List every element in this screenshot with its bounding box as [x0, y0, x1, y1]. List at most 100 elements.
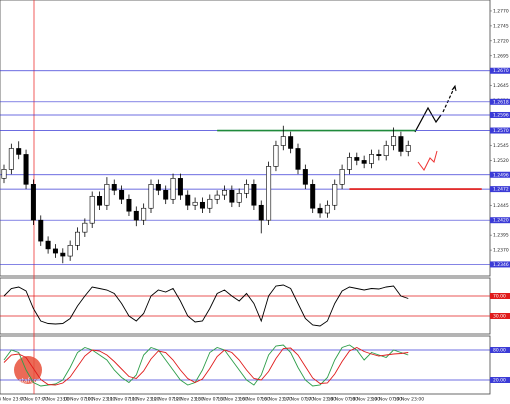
- level-label: 1.2420: [493, 218, 509, 224]
- candle-body: [199, 201, 205, 209]
- oscillator-frame: [0, 277, 491, 335]
- candle-body: [222, 190, 228, 196]
- panel-level-box: [490, 377, 510, 383]
- x-tick-label: 12 Nov 23:00: [173, 397, 203, 403]
- candle-body: [236, 192, 242, 203]
- candle-body: [23, 154, 29, 185]
- candle-body: [266, 166, 272, 221]
- candle-body: [104, 184, 110, 206]
- x-tick-label: 6 Nov 23:00: [0, 397, 26, 403]
- y-tick-label: 1.2745: [493, 23, 509, 29]
- candle-body: [133, 210, 139, 221]
- x-tick-label: 12 Nov 07:00: [151, 397, 181, 403]
- panel-level-label: 20.00: [493, 378, 506, 384]
- candle-body: [332, 184, 338, 206]
- indicator-line: [3, 346, 409, 386]
- price-frame: [0, 0, 491, 277]
- forecast-arrowhead: [451, 84, 457, 92]
- candle-body: [391, 136, 397, 146]
- panel-level-box: [490, 347, 510, 353]
- panel-level-box: [490, 293, 510, 299]
- level-label: 1.2670: [493, 68, 509, 74]
- candle-body: [192, 201, 198, 206]
- level-label-box: [490, 98, 510, 105]
- level-label-box: [490, 67, 510, 74]
- level-label: 1.2570: [493, 128, 509, 134]
- candle-body: [273, 145, 279, 167]
- candle-body: [16, 148, 22, 155]
- logo-badge: [14, 356, 42, 384]
- level-label-box: [490, 217, 510, 224]
- candle-body: [111, 184, 117, 191]
- candle-body: [38, 219, 44, 242]
- x-tick-label: 11 Nov 07:00: [107, 397, 137, 403]
- candle-body: [354, 157, 360, 161]
- x-tick-label: 19 Nov 23:00: [394, 397, 424, 403]
- candle-body: [368, 154, 374, 164]
- alt-forecast-path: [417, 150, 438, 171]
- level-label: 1.2618: [493, 99, 509, 105]
- x-tick-label: 13 Nov 23:00: [217, 397, 247, 403]
- candle-body: [177, 178, 183, 196]
- level-label-box: [490, 127, 510, 134]
- y-tick-label: 1.2445: [493, 203, 509, 209]
- x-tick-label: 16 Nov 23:00: [261, 397, 291, 403]
- candle-body: [126, 198, 132, 212]
- candle-body: [280, 136, 286, 146]
- y-tick-label: 1.2370: [493, 248, 509, 254]
- candle-body: [295, 148, 301, 170]
- x-tick-label: 7 Nov 07:00: [20, 397, 48, 403]
- x-tick-label: 16 Nov 07:00: [239, 397, 269, 403]
- x-tick-label: 10 Nov 07:00: [63, 397, 93, 403]
- candle-body: [141, 207, 147, 221]
- candle-body: [346, 157, 352, 170]
- indicator-line: [3, 344, 409, 387]
- y-tick-label: 1.2770: [493, 8, 509, 14]
- candle-body: [148, 184, 154, 209]
- forecast-dashed: [442, 85, 456, 113]
- candle-body: [1, 169, 7, 179]
- candle-body: [310, 184, 316, 209]
- level-label-box: [490, 261, 510, 268]
- watermark: instaforex: [13, 378, 43, 385]
- candle-body: [324, 204, 330, 214]
- candle-body: [339, 169, 345, 185]
- candle-body: [8, 148, 14, 170]
- y-tick-label: 1.2695: [493, 53, 509, 59]
- candle-body: [383, 145, 389, 156]
- candle-body: [302, 169, 308, 185]
- candle-body: [258, 204, 264, 221]
- candle-body: [376, 154, 382, 156]
- level-label-box: [490, 111, 510, 118]
- candle-body: [229, 190, 235, 203]
- panel-level-box: [490, 313, 510, 319]
- indicator-line: [3, 284, 409, 327]
- level-label: 1.2596: [493, 112, 509, 118]
- level-label-box: [490, 186, 510, 193]
- candle-body: [67, 245, 73, 257]
- candle-body: [214, 194, 220, 200]
- x-tick-label: 17 Nov 07:00: [283, 397, 313, 403]
- y-tick-label: 1.2520: [493, 158, 509, 164]
- candle-body: [244, 184, 250, 194]
- candle-body: [60, 252, 66, 257]
- level-label-box: [490, 171, 510, 178]
- candle-body: [163, 190, 169, 200]
- candle-body: [361, 160, 367, 164]
- candle-body: [82, 222, 88, 233]
- candle-body: [89, 195, 95, 224]
- y-tick-label: 1.2395: [493, 233, 509, 239]
- panel-level-label: 80.00: [493, 348, 506, 354]
- candle-body: [170, 178, 176, 200]
- candle-body: [30, 184, 36, 221]
- candle-body: [52, 248, 58, 254]
- y-tick-label: 1.2645: [493, 83, 509, 89]
- y-tick-label: 1.2720: [493, 38, 509, 44]
- panel-level-label: 70.00: [493, 294, 506, 300]
- candle-body: [288, 136, 294, 149]
- candle-body: [185, 194, 191, 206]
- x-tick-label: 7 Nov 23:00: [42, 397, 70, 403]
- forecast-path: [414, 106, 442, 133]
- candle-body: [155, 184, 161, 191]
